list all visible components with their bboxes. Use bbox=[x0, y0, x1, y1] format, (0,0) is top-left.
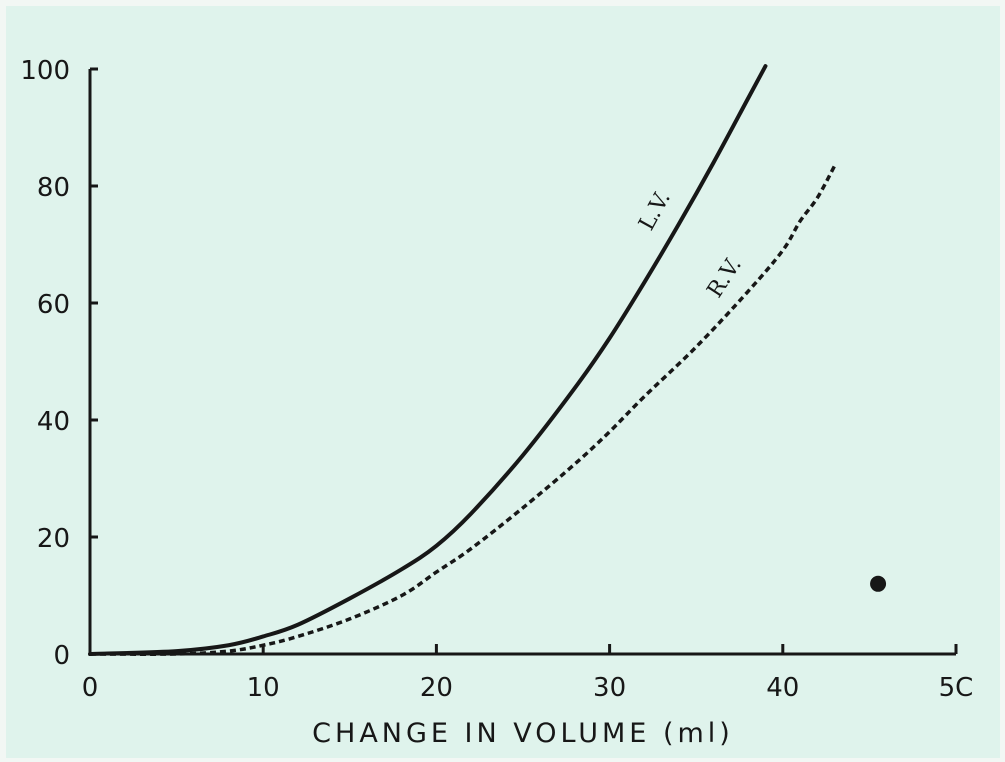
series-line-lv bbox=[88, 64, 768, 656]
series-label: L.V. bbox=[634, 187, 676, 235]
y-ticks: 0 20 40 60 80 100 bbox=[20, 56, 98, 671]
axes bbox=[88, 69, 956, 656]
y-tick-label: 20 bbox=[37, 524, 70, 554]
y-tick-label: 0 bbox=[53, 641, 70, 671]
x-axis-title: CHANGE IN VOLUME (ml) bbox=[312, 718, 734, 749]
y-tick-label: 100 bbox=[20, 56, 70, 86]
series-label: R.V. bbox=[703, 253, 747, 302]
x-ticks: 0 10 20 30 40 5C bbox=[82, 644, 974, 703]
markers-group bbox=[870, 575, 887, 592]
pressure-volume-chart: 0 10 20 30 40 5C 0 20 40 60 80 100 L.V. R.V. CHANGE… bbox=[20, 56, 974, 749]
x-tick-label: 10 bbox=[247, 673, 280, 703]
y-tick-label: 40 bbox=[37, 407, 70, 437]
series-group: L.V. R.V. bbox=[88, 64, 837, 656]
series-line-rv bbox=[89, 164, 837, 656]
x-tick-label: 40 bbox=[766, 673, 799, 703]
chart-frame: 0 10 20 30 40 5C 0 20 40 60 80 100 L.V. R.V. CHANGE… bbox=[6, 6, 1000, 758]
y-tick-label: 60 bbox=[37, 290, 70, 320]
dot-marker bbox=[870, 575, 887, 592]
x-tick-label: 30 bbox=[593, 673, 626, 703]
y-tick-label: 80 bbox=[37, 173, 70, 203]
x-tick-label: 5C bbox=[939, 673, 974, 703]
x-tick-label: 0 bbox=[82, 673, 99, 703]
x-tick-label: 20 bbox=[420, 673, 453, 703]
